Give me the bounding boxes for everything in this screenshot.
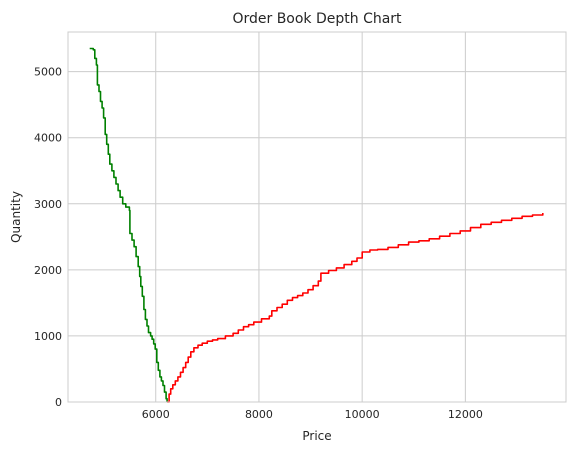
x-tick-label: 10000 [345, 408, 380, 421]
x-tick-label: 8000 [245, 408, 273, 421]
y-axis-label: Quantity [9, 191, 23, 243]
y-tick-label: 4000 [34, 132, 62, 145]
y-tick-label: 1000 [34, 330, 62, 343]
x-tick-label: 12000 [448, 408, 483, 421]
ask-depth-line [167, 213, 544, 403]
x-tick-label: 6000 [142, 408, 170, 421]
y-tick-label: 3000 [34, 198, 62, 211]
x-ticks: 6000 8000 10000 12000 [142, 408, 483, 421]
x-axis-label: Price [302, 429, 331, 443]
y-tick-label: 5000 [34, 66, 62, 79]
y-tick-label: 2000 [34, 264, 62, 277]
y-tick-label: 0 [55, 396, 62, 409]
bid-depth-line [89, 47, 168, 402]
plot-frame [67, 31, 567, 403]
series-group [89, 47, 544, 403]
y-ticks: 0 1000 2000 3000 4000 5000 [34, 66, 62, 409]
chart-title: Order Book Depth Chart [232, 11, 402, 27]
plot-background [68, 32, 566, 402]
